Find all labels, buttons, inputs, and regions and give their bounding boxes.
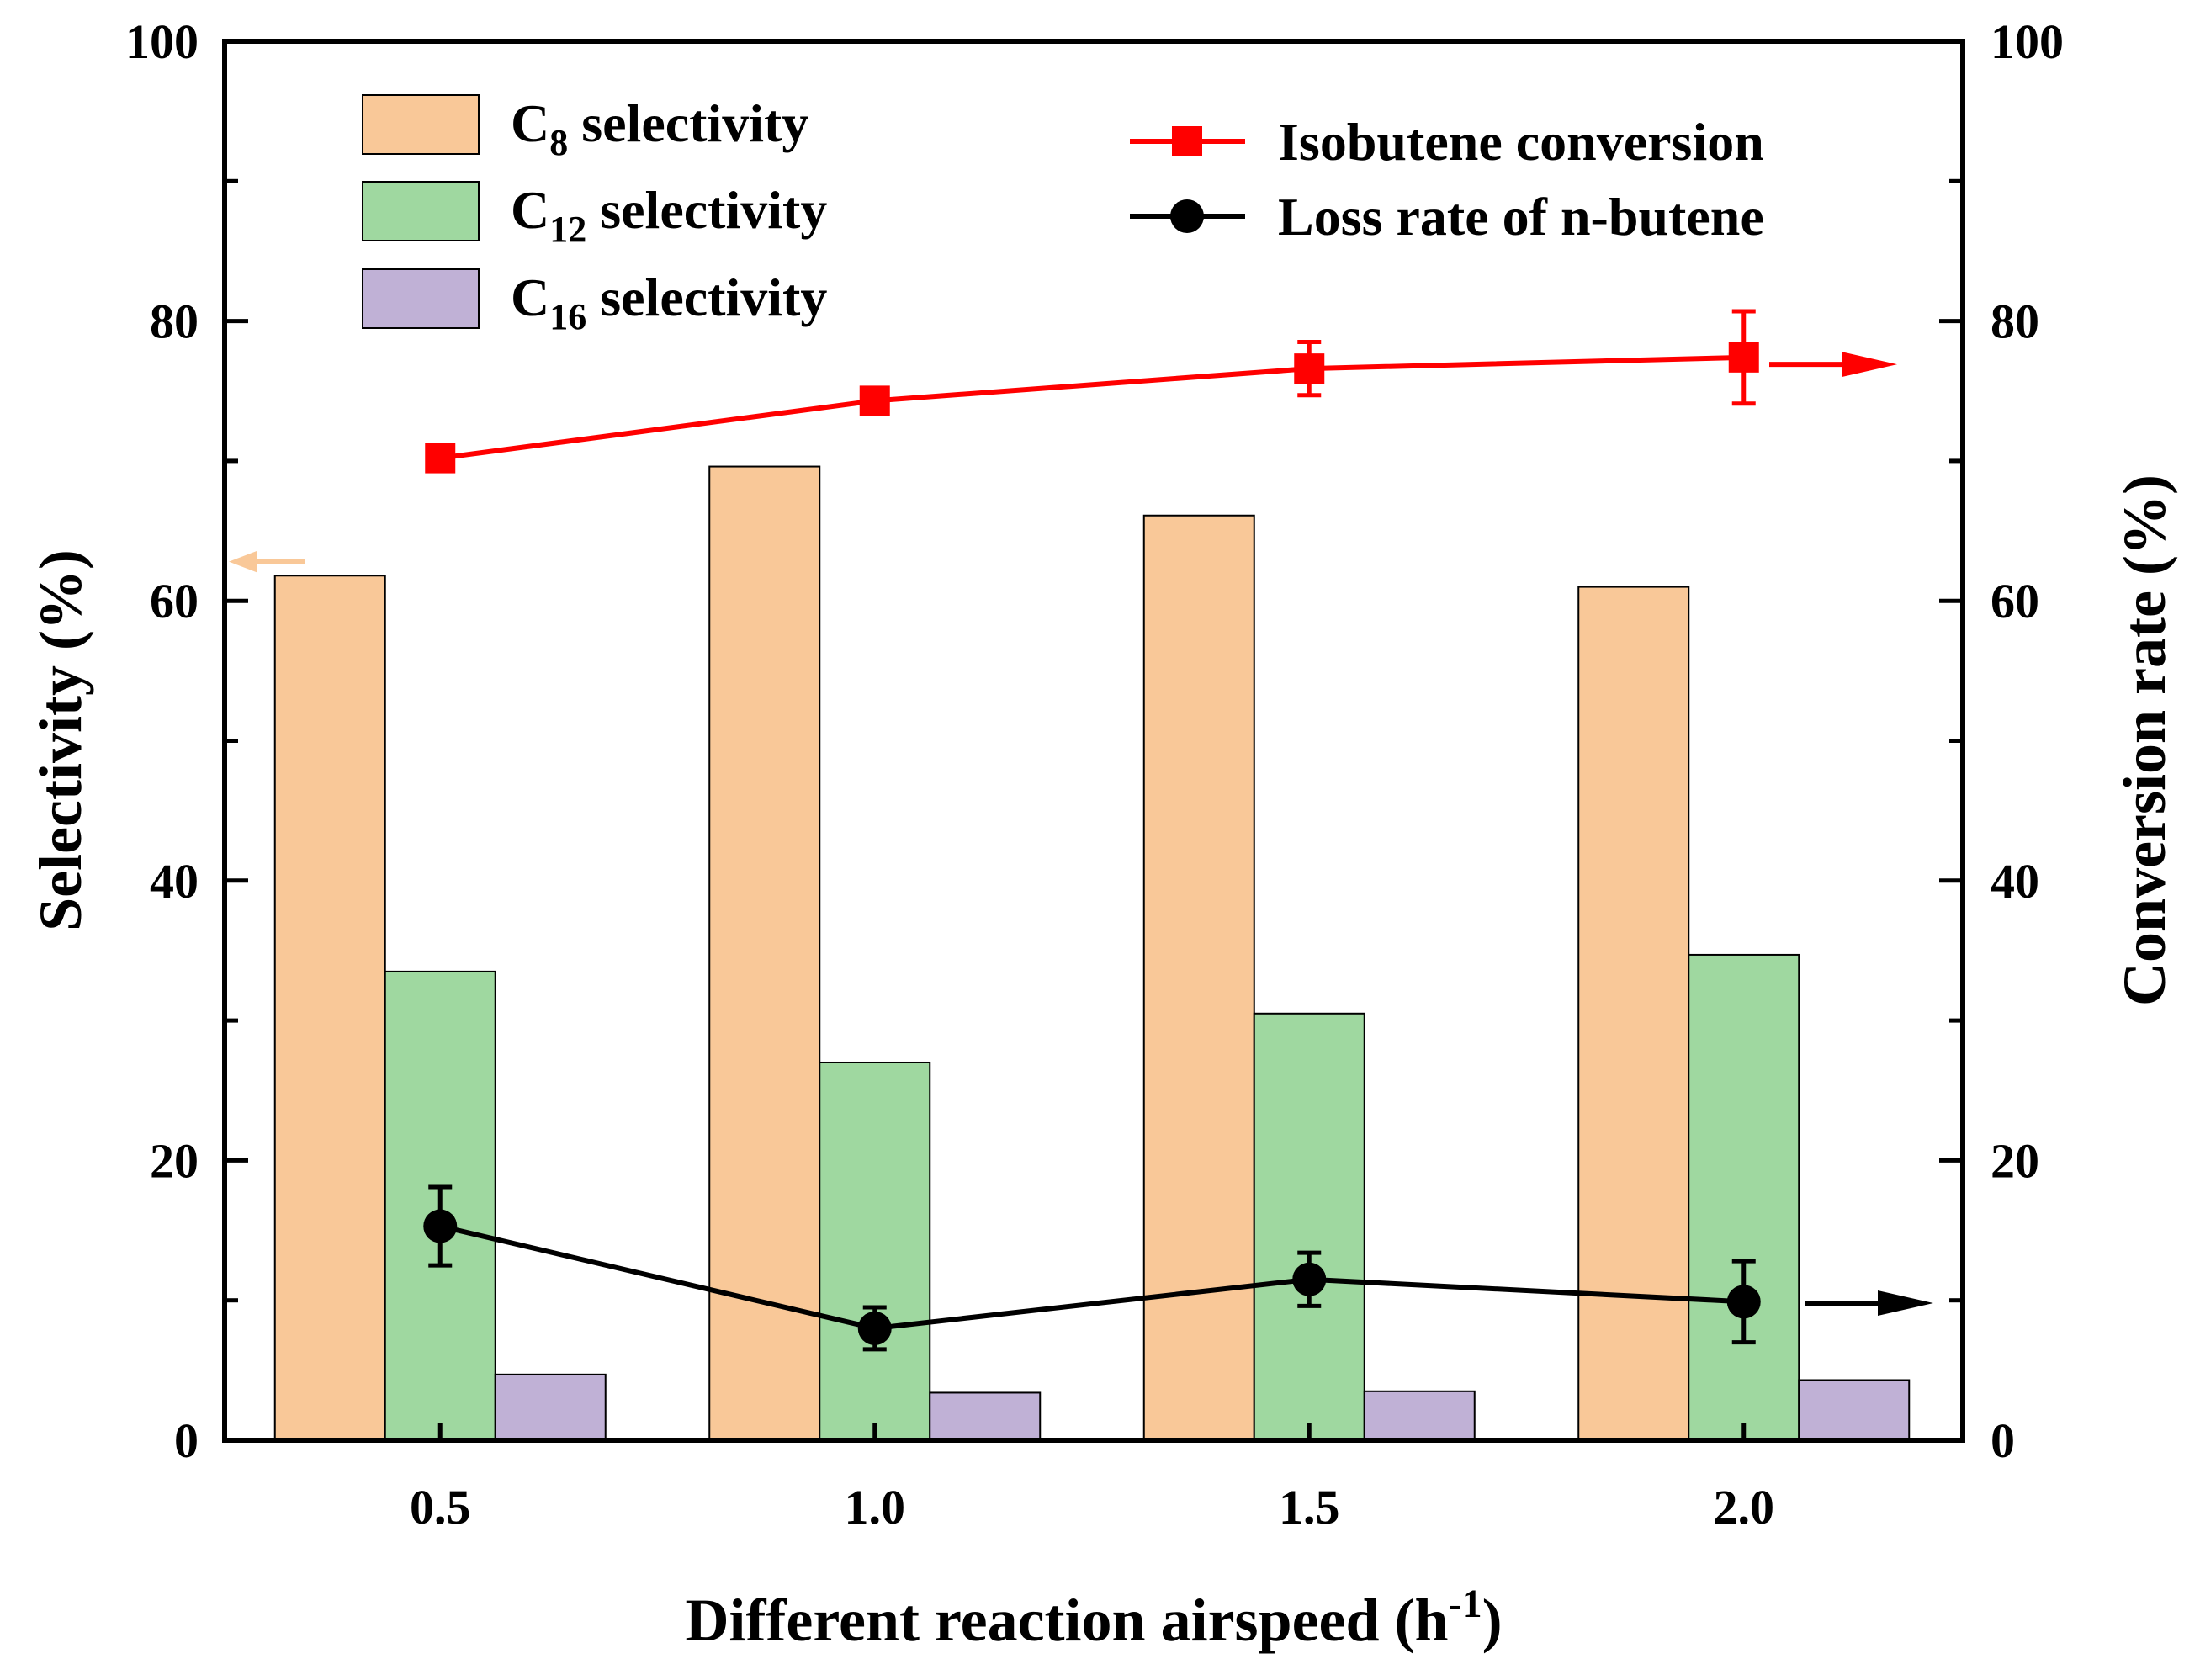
legend-label-sub: 8 (549, 122, 568, 163)
legend-swatch-c12 (362, 181, 480, 241)
x-axis-title-sup: -1 (1449, 1582, 1482, 1626)
bars-group (273, 465, 1911, 1442)
x-axis-title-main: Different reaction airspeed (h (685, 1587, 1448, 1654)
legend-label-isobutene: Isobutene conversion (1278, 112, 1764, 172)
isobutene-right-arrow-head (1842, 352, 1897, 378)
left-tick-label: 20 (150, 1133, 199, 1188)
left-tick-label: 100 (125, 14, 199, 69)
right-tick-label: 20 (1991, 1133, 2039, 1188)
legend-label-c8: C8 selectivity (511, 93, 808, 163)
bar-c12-2.0 (1688, 953, 1800, 1441)
legend-label-sub: 16 (549, 296, 586, 337)
bar-c16-0.5 (494, 1373, 607, 1441)
left-tick-label: 80 (150, 294, 199, 349)
legend-label-rest: selectivity (586, 268, 827, 327)
legend-label-main: C (511, 93, 549, 153)
isobutene-marker-1.5 (1294, 353, 1325, 384)
bar-c8-2.0 (1577, 586, 1690, 1441)
right-tick-label: 60 (1991, 574, 2039, 628)
x-tick-label: 0.5 (410, 1480, 471, 1534)
legend-label-sub: 12 (549, 209, 586, 250)
bar-c8-0.5 (273, 575, 386, 1441)
bar-c12-1.5 (1253, 1012, 1365, 1442)
x-axis-title: Different reaction airspeed (h-1) (685, 1582, 1502, 1654)
isobutene-marker-0.5 (425, 443, 456, 474)
bar-c16-1.5 (1363, 1390, 1476, 1442)
bar-c8-1.5 (1142, 514, 1255, 1442)
loss-rate-marker-0.5 (423, 1209, 458, 1243)
left-tick-label: 60 (150, 574, 199, 628)
legend-label-c12: C12 selectivity (511, 180, 827, 250)
loss-rate-marker-1.5 (1292, 1262, 1327, 1296)
legend-label-main: C (511, 268, 549, 327)
bar-c8-1.0 (708, 465, 821, 1441)
axis-titles: Selectivity (%) Conversion rate (%) Differ… (27, 474, 2178, 1654)
ticks-group: 0 20 40 60 80 100 0 20 40 60 80 100 0.5 1.0 1.5 2.0 (125, 14, 2064, 1534)
x-tick-label: 1.5 (1279, 1480, 1340, 1534)
legend-label-loss-rate: Loss rate of n-butene (1278, 187, 1764, 246)
x-axis-title-end: ) (1482, 1587, 1503, 1654)
y-axis-left-title: Selectivity (%) (27, 549, 94, 931)
isobutene-line (439, 354, 1744, 461)
right-tick-label: 40 (1991, 854, 2039, 909)
legend-label-c16: C16 selectivity (511, 268, 827, 337)
loss-rate-marker-2.0 (1726, 1285, 1761, 1319)
y-axis-right-title: Conversion rate (%) (2111, 474, 2178, 1006)
loss-right-arrow-head (1878, 1290, 1933, 1317)
bar-c16-1.0 (929, 1391, 1042, 1442)
x-tick-label: 2.0 (1714, 1480, 1775, 1534)
left-tick-label: 40 (150, 854, 199, 909)
left-axis-arrow-head (229, 550, 257, 573)
legend-swatch-c8 (362, 94, 480, 155)
bar-c16-2.0 (1798, 1379, 1911, 1441)
loss-rate-marker-1.0 (857, 1311, 892, 1345)
isobutene-marker-2.0 (1728, 342, 1759, 373)
legend-label-main: C (511, 180, 549, 240)
x-tick-label: 1.0 (845, 1480, 906, 1534)
right-tick-label: 100 (1991, 14, 2064, 69)
legend-marker-isobutene (1172, 126, 1202, 156)
right-tick-label: 80 (1991, 294, 2039, 349)
lines-group (229, 309, 1933, 1352)
isobutene-marker-1.0 (859, 385, 890, 416)
legend-marker-loss-rate (1170, 199, 1204, 233)
left-tick-label: 0 (174, 1413, 199, 1468)
legend-label-rest: selectivity (586, 180, 827, 240)
legend-swatch-c16 (362, 268, 480, 329)
legend-label-rest: selectivity (568, 93, 808, 153)
loss-rate-line (439, 1223, 1744, 1331)
bar-c12-1.0 (819, 1061, 931, 1441)
right-tick-label: 0 (1991, 1413, 2015, 1468)
